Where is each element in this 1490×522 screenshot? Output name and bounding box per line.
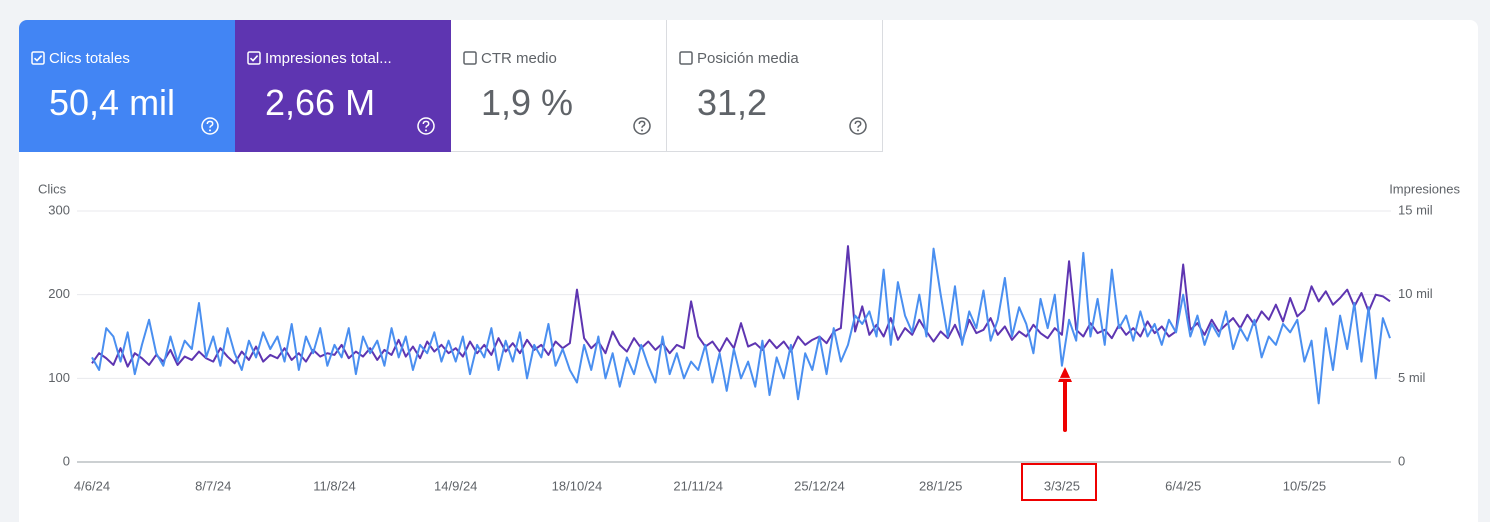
x-tick-label: 10/5/25 <box>1283 478 1326 493</box>
y-tick-label: 300 <box>48 202 70 217</box>
x-tick-label: 25/12/24 <box>794 478 845 493</box>
checkmark <box>33 55 43 62</box>
checkbox[interactable] <box>463 51 477 65</box>
checkmark <box>249 55 259 62</box>
y2-tick-label: 15 mil <box>1398 202 1433 217</box>
metric-value: 50,4 mil <box>49 82 176 123</box>
y-tick-label: 100 <box>48 370 70 385</box>
y-axis-label: Clics <box>38 181 67 196</box>
arrow-head <box>1058 367 1072 382</box>
help-circle <box>201 117 219 135</box>
x-tick-label: 21/11/24 <box>673 478 723 493</box>
help-circle <box>633 117 651 135</box>
checkbox-box <box>31 51 45 65</box>
checkbox[interactable] <box>679 51 693 65</box>
x-tick-label: 28/1/25 <box>919 478 962 493</box>
y-tick-label: 0 <box>63 453 70 468</box>
metric-label: CTR medio <box>481 50 557 67</box>
metric-label: Posición media <box>697 50 799 67</box>
x-tick-label: 8/7/24 <box>195 478 231 493</box>
metric-value: 2,66 M <box>265 82 376 123</box>
checkbox[interactable] <box>31 51 45 65</box>
metric-value: 1,9 % <box>481 82 574 123</box>
help-icon[interactable] <box>200 116 220 136</box>
y-tick-label: 200 <box>48 286 70 301</box>
line-0 <box>91 247 1391 405</box>
y2-axis-label: Impresiones <box>1389 181 1460 196</box>
x-tick-label: 11/8/24 <box>313 478 355 493</box>
metric-tile[interactable]: Impresiones total... 2,66 M <box>235 20 451 152</box>
checkbox-box <box>247 51 261 65</box>
checkbox[interactable] <box>247 51 261 65</box>
metric-tile[interactable]: CTR medio 1,9 % <box>451 20 667 152</box>
x-tick-label: 14/9/24 <box>434 478 477 493</box>
help-glyph <box>854 120 862 128</box>
line-1 <box>91 245 1391 368</box>
performance-card: Clics totales 50,4 mil Impresiones total..… <box>19 20 1478 522</box>
x-tick-label: 18/10/24 <box>552 478 603 493</box>
x-tick-label: 3/3/25 <box>1044 478 1080 493</box>
help-dot <box>857 129 859 132</box>
help-icon[interactable] <box>632 116 652 136</box>
help-dot <box>425 129 427 132</box>
y2-tick-label: 10 mil <box>1398 286 1433 301</box>
help-dot <box>209 129 211 132</box>
metric-label: Impresiones total... <box>265 50 392 67</box>
help-dot <box>641 129 643 132</box>
y2-tick-label: 0 <box>1398 453 1405 468</box>
metric-tile[interactable]: Clics totales 50,4 mil <box>19 20 235 152</box>
x-tick-label: 4/6/24 <box>74 478 110 493</box>
x-tick-label: 6/4/25 <box>1165 478 1201 493</box>
checkbox-box <box>463 51 477 65</box>
help-circle <box>417 117 435 135</box>
help-glyph <box>422 120 430 128</box>
help-glyph <box>638 120 646 128</box>
checkbox-box <box>679 51 693 65</box>
metric-label: Clics totales <box>49 50 130 67</box>
help-circle <box>849 117 867 135</box>
metric-tile[interactable]: Posición media 31,2 <box>667 20 883 152</box>
help-icon[interactable] <box>416 116 436 136</box>
help-glyph <box>206 120 214 128</box>
highlight-box <box>1021 463 1097 501</box>
y2-tick-label: 5 mil <box>1398 370 1426 385</box>
metric-value: 31,2 <box>697 82 768 123</box>
help-icon[interactable] <box>848 116 868 136</box>
